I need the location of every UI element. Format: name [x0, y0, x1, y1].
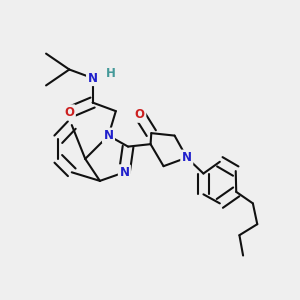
Text: O: O	[135, 108, 145, 121]
Text: O: O	[64, 106, 74, 119]
Text: N: N	[182, 151, 192, 164]
Text: N: N	[103, 129, 113, 142]
Text: N: N	[119, 166, 129, 179]
Text: N: N	[88, 72, 98, 85]
Text: H: H	[106, 67, 116, 80]
